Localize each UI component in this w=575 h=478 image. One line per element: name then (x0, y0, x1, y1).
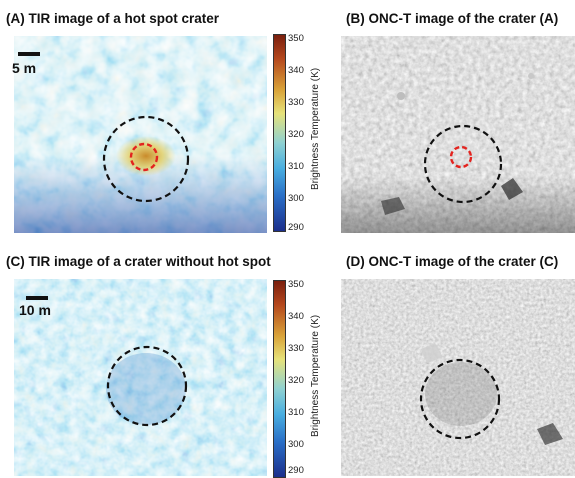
cbar-a-tick-300: 300 (288, 193, 304, 204)
cbar-c-tick-340: 340 (288, 311, 304, 322)
cbar-a-tick-290: 290 (288, 222, 304, 233)
colorbar-a (273, 34, 286, 232)
optical-image-d (341, 279, 575, 476)
cbar-c-tick-310: 310 (288, 407, 304, 418)
hot-spot-circle-b (449, 145, 473, 169)
colorbar-c (273, 280, 286, 478)
cbar-c-tick-290: 290 (288, 465, 304, 476)
cbar-c-tick-330: 330 (288, 343, 304, 354)
cbar-c-tick-350: 350 (288, 279, 304, 290)
panel-c-title: (C) TIR image of a crater without hot sp… (6, 254, 271, 269)
cbar-a-tick-340: 340 (288, 65, 304, 76)
colorbar-c-label: Brightness Temperature (K) (310, 314, 321, 437)
scale-label-a: 5 m (12, 60, 37, 76)
panel-b-title: (B) ONC-T image of the crater (A) (346, 11, 559, 26)
scale-bar-c (26, 296, 48, 300)
cbar-c-tick-300: 300 (288, 439, 304, 450)
cbar-a-tick-330: 330 (288, 97, 304, 108)
scale-label-c: 10 m (19, 302, 51, 318)
hot-spot-circle-a (129, 142, 159, 172)
crater-circle-b (423, 124, 503, 204)
scale-bar-a (18, 52, 40, 56)
cbar-a-tick-310: 310 (288, 161, 304, 172)
crater-circle-c (106, 345, 188, 427)
cbar-a-tick-320: 320 (288, 129, 304, 140)
crater-circles-c (106, 345, 188, 427)
crater-circles-a (102, 115, 190, 203)
thermal-image-c (14, 279, 267, 476)
crater-circle-d (419, 358, 501, 440)
cbar-c-tick-320: 320 (288, 375, 304, 386)
panel-d-title: (D) ONC-T image of the crater (C) (346, 254, 559, 269)
optical-image-b (341, 36, 575, 233)
panel-a-title: (A) TIR image of a hot spot crater (6, 11, 220, 26)
crater-circles-b (423, 124, 503, 204)
crater-circles-d (419, 358, 501, 440)
cbar-a-tick-350: 350 (288, 33, 304, 44)
colorbar-a-label: Brightness Temperature (K) (310, 67, 321, 190)
crater-circle-a (102, 115, 190, 203)
